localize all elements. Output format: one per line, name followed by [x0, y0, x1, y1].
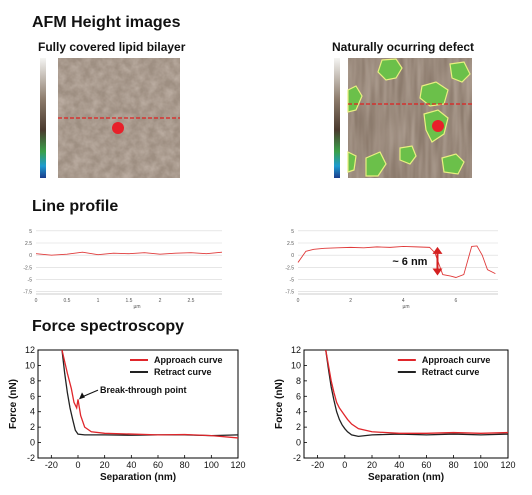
legend-label: Approach curve: [154, 355, 223, 365]
legend-label: Retract curve: [154, 367, 212, 377]
x-tick-label: 1: [97, 298, 100, 304]
line-profile-right-chart: 52.50-2.5-5-7.50 2 4 6µm~ 6 nm: [285, 229, 498, 310]
x-tick-label: 0: [342, 460, 347, 470]
y-tick-label: -2: [27, 453, 35, 463]
x-tick-label: 0: [75, 460, 80, 470]
plot-frame: [303, 349, 509, 459]
afm-left-force-point: [112, 122, 124, 134]
y-tick-label: -2: [293, 453, 301, 463]
y-tick-label: 2: [30, 422, 35, 432]
x-unit-label: µm: [133, 304, 140, 310]
y-tick-label: 2.5: [287, 241, 294, 247]
x-tick-label: 120: [230, 460, 245, 470]
x-tick-label: 2: [349, 298, 352, 304]
y-tick-label: 0: [296, 438, 301, 448]
x-tick-label: 20: [367, 460, 377, 470]
x-tick-label: 0.5: [64, 298, 71, 304]
section-title-force: Force spectroscopy: [32, 318, 185, 335]
y-tick-label: 10: [291, 360, 301, 370]
step-height-label: ~ 6 nm: [392, 256, 427, 268]
y-tick-label: -7.5: [285, 290, 294, 296]
x-tick-label: -20: [45, 460, 58, 470]
y-tick-label: 8: [30, 376, 35, 386]
x-tick-label: 0: [297, 298, 300, 304]
afm-left-title: Fully covered lipid bilayer: [38, 40, 186, 54]
break-through-label: Break-through point: [100, 385, 187, 395]
line-profile-left-chart: 52.50-2.5-5-7.50 0.5 1 1.5 2 2.5µm: [23, 229, 223, 310]
y-tick-label: -2.5: [23, 265, 32, 271]
y-tick-label: -5: [28, 277, 33, 283]
y-tick-label: 10: [25, 360, 35, 370]
x-tick-label: 20: [100, 460, 110, 470]
x-tick-label: 60: [153, 460, 163, 470]
x-tick-label: 100: [473, 460, 488, 470]
y-tick-label: 4: [296, 407, 301, 417]
x-tick-label: 40: [126, 460, 136, 470]
y-tick-label: 5: [291, 229, 294, 235]
legend-label: Approach curve: [422, 355, 491, 365]
x-unit-label: µm: [402, 304, 409, 310]
section-title-line-profile: Line profile: [32, 198, 119, 215]
y-tick-label: -5: [290, 277, 295, 283]
force-left-chart: -20 0 20 40 60 80 100 120-2024681012Separation …: [8, 345, 246, 483]
x-tick-label: 4: [402, 298, 405, 304]
y-tick-label: 8: [296, 376, 301, 386]
profile-line: [297, 245, 496, 278]
afm-right-defects: [347, 58, 471, 177]
afm-right-title: Naturally ocurring defect: [332, 40, 475, 54]
break-through-arrow-head: [79, 392, 85, 400]
y-tick-label: 0: [291, 253, 294, 259]
x-tick-label: 80: [180, 460, 190, 470]
force-right-chart: -20 0 20 40 60 80 100 120-2024681012Separation …: [274, 345, 516, 483]
y-tick-label: 0: [29, 253, 32, 259]
y-axis-label: Force (nN): [274, 379, 285, 429]
x-tick-label: 6: [455, 298, 458, 304]
y-tick-label: 6: [30, 391, 35, 401]
y-tick-label: 12: [25, 345, 35, 355]
afm-right-colorbar: [334, 58, 340, 178]
arrow-head-top: [432, 246, 443, 254]
y-tick-label: 4: [30, 407, 35, 417]
y-tick-label: 2.5: [25, 241, 32, 247]
profile-line: [35, 251, 223, 256]
x-tick-label: -20: [311, 460, 324, 470]
x-tick-label: 100: [204, 460, 219, 470]
y-tick-label: 2: [296, 422, 301, 432]
approach-curve-line: [61, 350, 238, 439]
x-tick-label: 40: [394, 460, 404, 470]
x-tick-label: 2: [159, 298, 162, 304]
x-tick-label: 80: [449, 460, 459, 470]
y-tick-label: -7.5: [23, 290, 32, 296]
x-tick-label: 1.5: [126, 298, 133, 304]
afm-image-left: [40, 58, 180, 178]
afm-left-colorbar: [40, 58, 46, 178]
y-tick-label: -2.5: [285, 265, 294, 271]
x-axis-label: Separation (nm): [100, 472, 176, 483]
x-tick-label: 2.5: [188, 298, 195, 304]
afm-image-right: [334, 58, 472, 178]
afm-right-force-point: [432, 120, 444, 132]
x-tick-label: 0: [35, 298, 38, 304]
y-tick-label: 5: [29, 229, 32, 235]
y-tick-label: 6: [296, 391, 301, 401]
retract-curve-line: [325, 350, 508, 438]
y-axis-label: Force (nN): [8, 379, 19, 429]
legend-label: Retract curve: [422, 367, 480, 377]
y-tick-label: 12: [291, 345, 301, 355]
section-title-afm: AFM Height images: [32, 14, 181, 31]
x-axis-label: Separation (nm): [368, 472, 444, 483]
y-tick-label: 0: [30, 438, 35, 448]
approach-curve-line: [325, 350, 508, 434]
plot-frame: [37, 349, 239, 459]
arrow-head-bottom: [432, 268, 443, 276]
x-tick-label: 60: [421, 460, 431, 470]
x-tick-label: 120: [500, 460, 515, 470]
